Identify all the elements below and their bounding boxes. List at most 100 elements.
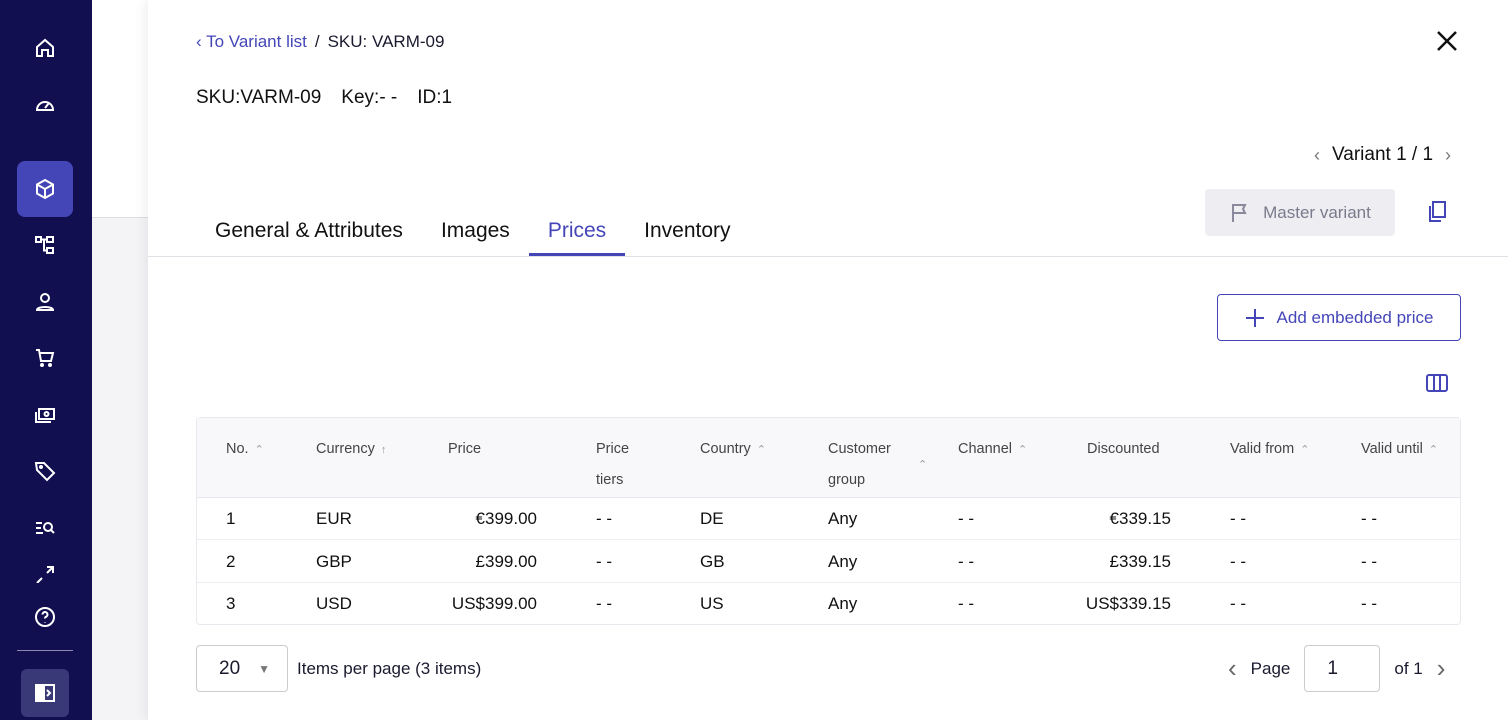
breadcrumb-separator: /	[314, 32, 320, 51]
column-header-label: Customer group	[828, 441, 891, 488]
sidebar-toggle-button[interactable]	[21, 669, 69, 717]
nav-expand[interactable]	[17, 556, 73, 586]
key-label: Key:- -	[341, 87, 398, 108]
column-header-label: Price tiers	[596, 441, 630, 488]
close-icon[interactable]	[1434, 28, 1460, 54]
sku-label: SKU:VARM-09	[196, 87, 322, 108]
tab-divider	[148, 256, 1508, 257]
items-per-page-select[interactable]: 20 ▼	[196, 645, 288, 692]
nav-discounts[interactable]	[17, 387, 73, 443]
table-cell: - -	[596, 594, 613, 613]
background-page	[92, 0, 148, 720]
page-label: Page	[1250, 658, 1291, 678]
table-cell: - -	[958, 551, 975, 571]
column-header-label: Valid from	[1230, 441, 1295, 457]
nav-categories[interactable]	[17, 217, 73, 273]
tab-images[interactable]: Images	[440, 219, 510, 242]
page-input[interactable]: 1	[1304, 645, 1381, 692]
table-cell: - -	[1361, 551, 1378, 571]
table-row[interactable]: 1 EUR €399.00 - - DE Any - - €339.15 - - - -	[197, 498, 1460, 540]
table-cell: €339.15	[1109, 509, 1171, 528]
nav-help[interactable]	[17, 589, 73, 645]
table-cell: EUR	[316, 509, 352, 528]
plus-icon	[1245, 308, 1264, 327]
column-header[interactable]: Currency ↑	[316, 434, 386, 466]
master-variant-button[interactable]: Master variant	[1205, 189, 1395, 236]
table-row[interactable]: 3 USD US$399.00 - - US Any - - US$339.15 - - - -	[197, 583, 1460, 625]
variant-identifiers: SKU:VARM-09 Key:- - ID:1	[196, 87, 452, 109]
sort-icon[interactable]: ⌃	[918, 459, 928, 471]
prev-variant-icon[interactable]: ‹	[1314, 144, 1320, 165]
column-header[interactable]: Country ⌃	[700, 434, 766, 466]
table-cell: - -	[1230, 509, 1247, 528]
next-variant-icon[interactable]: ›	[1445, 144, 1452, 165]
sort-ascending-icon[interactable]: ↑	[380, 444, 387, 456]
help-icon	[35, 607, 55, 627]
breadcrumb-current: SKU: VARM-09	[327, 32, 445, 51]
tab-bar: General & Attributes Images Prices Inven…	[196, 208, 750, 256]
pagination: ‹ Page 1 of 1 ›	[1228, 645, 1445, 692]
table-cell: Any	[828, 509, 858, 528]
sort-icon[interactable]: ⌃	[1018, 444, 1028, 456]
tab-prices[interactable]: Prices	[528, 208, 626, 256]
prev-page-icon[interactable]: ‹	[1228, 653, 1237, 683]
customers-icon	[35, 293, 55, 311]
sidebar	[0, 0, 92, 720]
column-header[interactable]: Price	[448, 434, 481, 465]
column-header[interactable]: Valid until ⌃	[1361, 434, 1438, 466]
sort-icon[interactable]: ⌃	[1428, 444, 1439, 456]
nav-dashboard[interactable]	[17, 76, 73, 132]
nav-tags[interactable]	[17, 443, 73, 499]
column-header[interactable]: No. ⌃	[226, 434, 264, 466]
column-header-label: Country	[700, 441, 751, 457]
column-header[interactable]: Discounted	[1087, 434, 1160, 465]
table-cell: US$339.15	[1085, 594, 1171, 613]
table-cell: - -	[1230, 551, 1247, 571]
table-cell: GBP	[316, 551, 352, 571]
column-header[interactable]: Valid from ⌃	[1230, 434, 1309, 466]
home-icon	[36, 38, 54, 57]
nav-orders[interactable]	[17, 330, 73, 386]
tab-inventory[interactable]: Inventory	[644, 219, 731, 242]
sort-icon[interactable]: ⌃	[254, 444, 264, 456]
discounts-icon	[35, 408, 55, 423]
column-header[interactable]: Price tiers	[596, 434, 656, 496]
tab-general[interactable]: General & Attributes	[215, 219, 403, 242]
column-header[interactable]: Channel ⌃	[958, 434, 1027, 466]
sort-icon[interactable]: ⌃	[756, 444, 766, 456]
table-cell: USD	[316, 594, 352, 613]
caret-down-icon: ▼	[258, 661, 271, 676]
items-per-page-label: Items per page (3 items)	[297, 659, 482, 678]
nav-customers[interactable]	[17, 274, 73, 330]
variant-navigator: ‹ Variant 1 / 1 ›	[1314, 144, 1451, 166]
table-header: No. ⌃ Currency ↑ Price Price tiers Country ⌃ Cus…	[197, 418, 1460, 498]
add-embedded-price-button[interactable]: Add embedded price	[1217, 294, 1461, 341]
table-cell: Any	[828, 594, 858, 613]
categories-icon	[35, 236, 54, 254]
table-cell: - -	[1361, 594, 1378, 613]
table-cell: - -	[1230, 594, 1247, 613]
table-cell: - -	[1361, 509, 1378, 528]
page-total: of 1	[1394, 658, 1423, 678]
column-header-label: Currency	[316, 441, 375, 457]
table-cell: £339.15	[1109, 551, 1171, 571]
table-cell: US	[700, 594, 724, 613]
next-page-icon[interactable]: ›	[1436, 653, 1446, 683]
table-cell: Any	[828, 551, 858, 571]
copy-icon[interactable]	[1426, 200, 1448, 224]
per-page-value: 20	[219, 657, 241, 679]
table-row[interactable]: 2 GBP £399.00 - - GB Any - - £339.15 - - - -	[197, 541, 1460, 583]
nav-search[interactable]	[17, 500, 73, 556]
sidebar-divider	[17, 650, 73, 651]
column-header[interactable]: Customer group ⌃	[828, 434, 927, 496]
back-link-label: To Variant list	[206, 32, 307, 51]
sort-icon[interactable]: ⌃	[1300, 444, 1310, 456]
back-link[interactable]: ‹ To Variant list	[196, 32, 307, 52]
nav-products[interactable]	[17, 161, 73, 217]
variant-count: Variant 1 / 1	[1332, 144, 1434, 165]
columns-icon[interactable]	[1426, 374, 1448, 392]
id-label: ID:1	[417, 87, 453, 108]
expand-icon	[36, 566, 54, 583]
column-header-label: Price	[448, 441, 482, 457]
nav-home[interactable]	[17, 20, 73, 76]
